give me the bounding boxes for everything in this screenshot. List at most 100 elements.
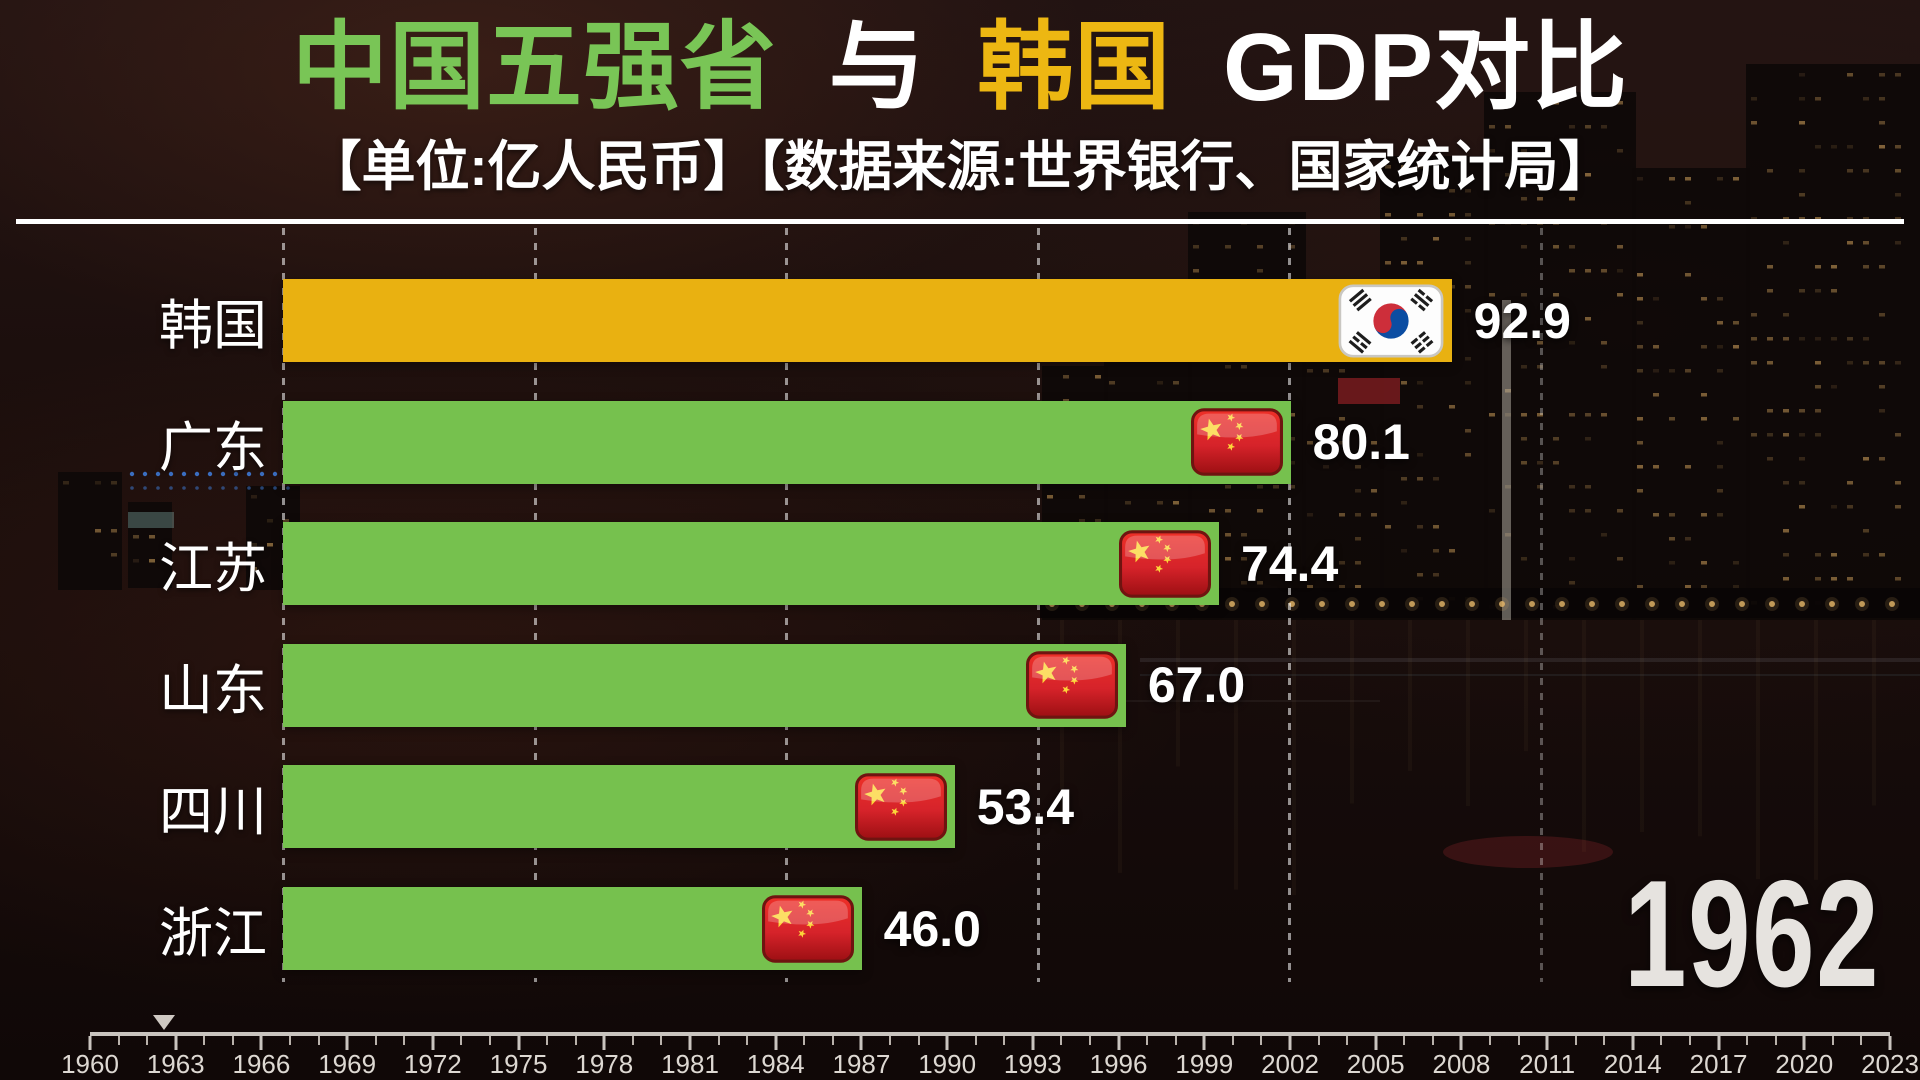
timeline-tick bbox=[345, 1036, 349, 1050]
timeline-tick bbox=[1117, 1036, 1121, 1050]
timeline-tick bbox=[1802, 1036, 1806, 1050]
timeline-tick bbox=[1603, 1036, 1606, 1045]
timeline-tick bbox=[803, 1036, 806, 1045]
year-display: 1962 bbox=[1623, 849, 1880, 1019]
timeline-tick bbox=[1317, 1036, 1320, 1045]
timeline-tick bbox=[889, 1036, 891, 1045]
timeline-year-label: 2005 bbox=[1346, 1049, 1405, 1079]
bar-value: 80.1 bbox=[1312, 414, 1410, 471]
timeline-year-label: 1996 bbox=[1089, 1049, 1148, 1079]
timeline-axis-line bbox=[90, 1032, 1890, 1036]
timeline-tick bbox=[746, 1036, 749, 1045]
timeline-tick bbox=[1489, 1036, 1491, 1045]
timeline-tick bbox=[602, 1036, 606, 1050]
timeline-tick bbox=[1374, 1036, 1378, 1050]
bar-row-四川: 四川 53.4 bbox=[159, 765, 1541, 849]
bar-value: 53.4 bbox=[976, 778, 1075, 835]
timeline-tick bbox=[1689, 1036, 1691, 1045]
gdp-bar bbox=[283, 400, 1291, 484]
bar-value: 46.0 bbox=[883, 900, 981, 957]
timeline-year-label: 1999 bbox=[1175, 1049, 1234, 1079]
title-china-provinces: 中国五强省 bbox=[291, 14, 777, 121]
timeline-tick bbox=[1146, 1036, 1149, 1045]
timeline-tick bbox=[88, 1036, 92, 1050]
chart-subtitle: 【单位:亿人民币】【数据来源:世界银行、国家统计局】 bbox=[307, 137, 1613, 197]
timeline-tick bbox=[1403, 1036, 1406, 1045]
timeline-tick bbox=[1631, 1036, 1635, 1050]
timeline-year-label: 1975 bbox=[489, 1049, 548, 1079]
bar-row-山东: 山东 67.0 bbox=[159, 643, 1541, 727]
timeline-tick bbox=[517, 1036, 521, 1050]
timeline-year-label: 2020 bbox=[1775, 1049, 1834, 1079]
bar-value: 92.9 bbox=[1473, 292, 1571, 349]
timeline-tick bbox=[1517, 1036, 1520, 1045]
gridline-100 bbox=[1540, 228, 1543, 982]
category-label: 四川 bbox=[159, 782, 267, 843]
bar-row-江苏: 江苏 74.4 bbox=[159, 522, 1541, 606]
timeline-tick bbox=[1231, 1036, 1234, 1045]
timeline-year-label: 1993 bbox=[1003, 1049, 1062, 1079]
timeline-year-label: 1978 bbox=[575, 1049, 634, 1079]
timeline-year-label: 1984 bbox=[746, 1049, 805, 1079]
bar-value: 67.0 bbox=[1147, 657, 1246, 714]
gdp-bar bbox=[283, 643, 1126, 727]
timeline-tick bbox=[374, 1036, 377, 1045]
timeline-tick bbox=[231, 1036, 234, 1045]
timeline-tick bbox=[546, 1036, 549, 1045]
timeline-tick bbox=[1860, 1036, 1863, 1045]
gdp-bar bbox=[283, 887, 862, 970]
title-connector: 与 bbox=[828, 14, 926, 121]
timeline-tick bbox=[1545, 1036, 1549, 1050]
timeline-year-label: 1972 bbox=[403, 1049, 462, 1079]
timeline-tick bbox=[1174, 1036, 1177, 1045]
bar-value: 74.4 bbox=[1240, 535, 1339, 592]
chart-title: 中国五强省 与 韩国 GDP对比 bbox=[0, 18, 1920, 118]
timeline-tick bbox=[1288, 1036, 1292, 1050]
timeline-tick bbox=[174, 1036, 178, 1050]
timeline-tick bbox=[717, 1036, 720, 1045]
timeline-tick bbox=[403, 1036, 406, 1045]
timeline-tick bbox=[1746, 1036, 1749, 1045]
gridline-80 bbox=[1288, 228, 1292, 982]
timeline-tick bbox=[289, 1036, 291, 1045]
category-label: 浙江 bbox=[159, 904, 267, 964]
timeline-year-label: 2023 bbox=[1861, 1049, 1919, 1079]
category-label: 韩国 bbox=[159, 296, 267, 356]
timeline-tick bbox=[1660, 1036, 1663, 1045]
timeline-tick bbox=[1060, 1036, 1063, 1045]
timeline-tick bbox=[317, 1036, 320, 1045]
timeline-tick bbox=[631, 1036, 634, 1045]
title-korea: 韩国 bbox=[977, 14, 1172, 121]
timeline-tick bbox=[574, 1036, 577, 1045]
timeline-tick bbox=[1717, 1036, 1721, 1050]
timeline-tick bbox=[1031, 1036, 1035, 1050]
timeline-tick bbox=[1089, 1036, 1091, 1045]
timeline-tick bbox=[1346, 1036, 1349, 1045]
china-flag-icon bbox=[761, 894, 854, 963]
timeline-tick bbox=[431, 1036, 435, 1050]
timeline-year-label: 1981 bbox=[661, 1049, 719, 1079]
timeline-year-label: 1966 bbox=[232, 1049, 291, 1079]
china-flag-icon bbox=[1190, 408, 1283, 476]
timeline-axis: 1960 1963 1966 1969 1972 1975 1978 1981 1984 1987… bbox=[61, 1015, 1919, 1080]
china-flag-icon bbox=[1118, 529, 1211, 598]
timeline-tick bbox=[945, 1036, 949, 1050]
timeline-tick bbox=[1003, 1036, 1006, 1045]
timeline-tick bbox=[1888, 1036, 1892, 1050]
gdp-bar bbox=[283, 765, 955, 849]
timeline-tick bbox=[1202, 1036, 1206, 1050]
gdp-bar bbox=[283, 279, 1452, 362]
bar-row-浙江: 浙江 46.0 bbox=[159, 887, 1541, 970]
korea-flag-icon bbox=[1338, 283, 1444, 358]
timeline-year-label: 1987 bbox=[832, 1049, 891, 1079]
timeline-year-label: 2017 bbox=[1689, 1049, 1748, 1079]
timeline-tick bbox=[1574, 1036, 1577, 1045]
timeline-tick bbox=[774, 1036, 778, 1050]
timeline-marker-icon bbox=[153, 1015, 176, 1030]
china-flag-icon bbox=[854, 773, 947, 841]
category-label: 江苏 bbox=[159, 539, 267, 600]
timeline-year-label: 1990 bbox=[918, 1049, 977, 1079]
timeline-tick bbox=[1260, 1036, 1263, 1045]
timeline-tick bbox=[489, 1036, 491, 1045]
